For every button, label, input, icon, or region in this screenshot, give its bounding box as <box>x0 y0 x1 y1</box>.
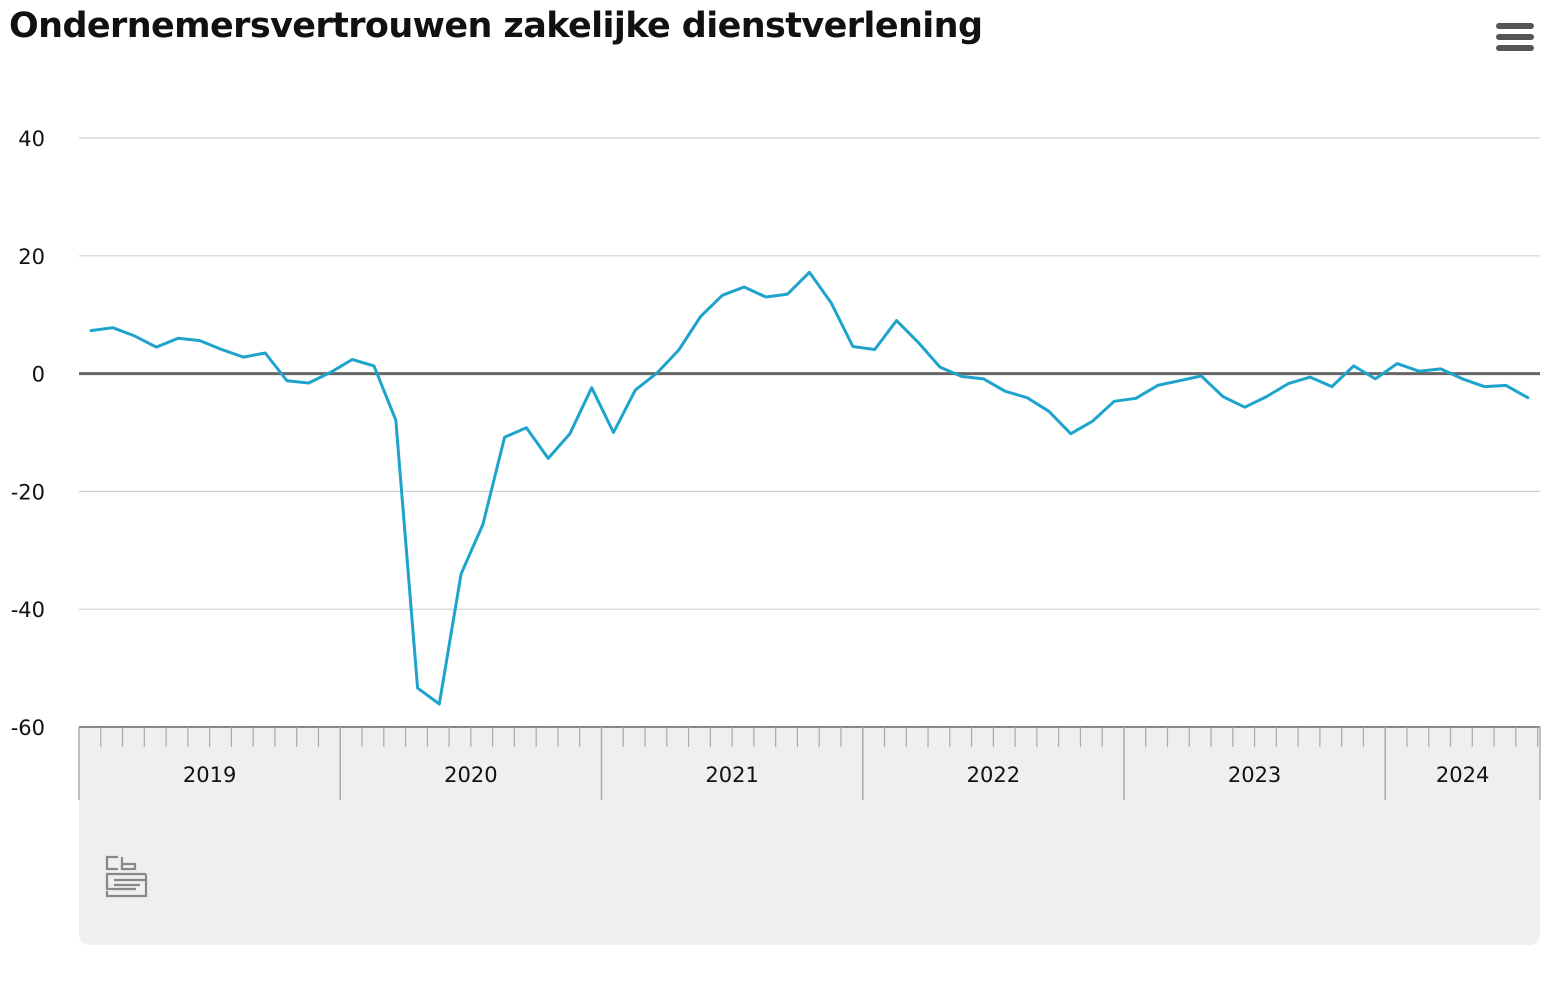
data-point[interactable] <box>1264 394 1270 400</box>
data-point[interactable] <box>1394 361 1400 367</box>
gridlines <box>79 137 1540 728</box>
data-point[interactable] <box>1307 374 1313 380</box>
data-point[interactable] <box>545 455 551 461</box>
data-point[interactable] <box>1351 363 1357 369</box>
data-point[interactable] <box>567 431 573 437</box>
data-point[interactable] <box>436 701 442 707</box>
data-point[interactable] <box>1372 376 1378 382</box>
data-point[interactable] <box>1024 395 1030 401</box>
data-point[interactable] <box>719 292 725 298</box>
data-point[interactable] <box>828 300 834 306</box>
data-point[interactable] <box>219 346 225 352</box>
data-point[interactable] <box>676 347 682 353</box>
data-point[interactable] <box>698 313 704 319</box>
series-group <box>88 269 1531 707</box>
y-tick-label: -20 <box>11 480 45 504</box>
data-point[interactable] <box>915 339 921 345</box>
data-point[interactable] <box>480 521 486 527</box>
data-point[interactable] <box>1198 373 1204 379</box>
data-point[interactable] <box>981 376 987 382</box>
data-point[interactable] <box>959 374 965 380</box>
data-point[interactable] <box>589 385 595 391</box>
data-point[interactable] <box>458 571 464 577</box>
data-point[interactable] <box>284 378 290 384</box>
data-point[interactable] <box>1525 395 1531 401</box>
data-point[interactable] <box>327 369 333 375</box>
y-tick-label: -60 <box>11 716 45 740</box>
data-point[interactable] <box>1133 395 1139 401</box>
data-point[interactable] <box>1155 382 1161 388</box>
data-point[interactable] <box>393 417 399 423</box>
x-year-label: 2022 <box>967 763 1020 787</box>
data-point[interactable] <box>1220 394 1226 400</box>
data-point[interactable] <box>523 425 529 431</box>
x-year-label: 2024 <box>1436 763 1489 787</box>
data-point[interactable] <box>654 370 660 376</box>
data-point[interactable] <box>175 335 181 341</box>
data-point[interactable] <box>132 333 138 339</box>
data-point[interactable] <box>1416 368 1422 374</box>
data-point[interactable] <box>1046 408 1052 414</box>
navigator-top-fill <box>79 727 1540 747</box>
data-point[interactable] <box>1089 418 1095 424</box>
cbs-logo-icon <box>105 855 148 898</box>
data-point[interactable] <box>741 284 747 290</box>
data-point[interactable] <box>88 328 94 334</box>
data-point[interactable] <box>893 318 899 324</box>
series-line[interactable] <box>89 270 1530 706</box>
data-point[interactable] <box>1177 378 1183 384</box>
data-point[interactable] <box>262 350 268 356</box>
x-year-label: 2020 <box>444 763 497 787</box>
navigator-panel[interactable] <box>79 727 1540 945</box>
data-point[interactable] <box>371 363 377 369</box>
data-point[interactable] <box>632 387 638 393</box>
data-point[interactable] <box>763 294 769 300</box>
chart-title: Ondernemersvertrouwen zakelijke dienstve… <box>9 6 983 46</box>
data-point[interactable] <box>872 346 878 352</box>
y-tick-label: 40 <box>18 127 45 151</box>
data-point[interactable] <box>1460 376 1466 382</box>
x-year-label: 2021 <box>705 763 758 787</box>
data-point[interactable] <box>1111 398 1117 404</box>
data-point[interactable] <box>502 434 508 440</box>
menu-bar <box>1496 23 1534 29</box>
data-point[interactable] <box>1242 404 1248 410</box>
x-axis-ticks: 2019 2020 2021 2022 2023 2024 <box>78 727 1541 800</box>
data-point[interactable] <box>197 338 203 344</box>
data-point[interactable] <box>1329 384 1335 390</box>
data-point[interactable] <box>785 291 791 297</box>
data-point[interactable] <box>110 325 116 331</box>
data-point[interactable] <box>1285 381 1291 387</box>
menu-bar <box>1496 34 1534 40</box>
y-tick-label: 0 <box>32 363 45 387</box>
hamburger-menu-icon[interactable] <box>1488 18 1540 60</box>
y-tick-label: 20 <box>18 245 45 269</box>
data-point[interactable] <box>1068 431 1074 437</box>
data-point[interactable] <box>610 430 616 436</box>
data-point[interactable] <box>153 344 159 350</box>
data-point[interactable] <box>349 356 355 362</box>
x-year-label: 2023 <box>1228 763 1281 787</box>
data-point[interactable] <box>1002 388 1008 394</box>
data-point[interactable] <box>306 380 312 386</box>
data-point[interactable] <box>1481 384 1487 390</box>
menu-bar <box>1496 45 1534 51</box>
data-point[interactable] <box>415 685 421 691</box>
data-point[interactable] <box>806 269 812 275</box>
data-point[interactable] <box>240 354 246 360</box>
x-year-label: 2019 <box>183 763 236 787</box>
data-point[interactable] <box>1438 366 1444 372</box>
data-point[interactable] <box>850 344 856 350</box>
data-point[interactable] <box>1503 382 1509 388</box>
y-tick-label: -40 <box>11 598 45 622</box>
y-axis-ticks: 40 20 0 -20 -40 -60 <box>11 127 45 740</box>
data-point[interactable] <box>937 364 943 370</box>
